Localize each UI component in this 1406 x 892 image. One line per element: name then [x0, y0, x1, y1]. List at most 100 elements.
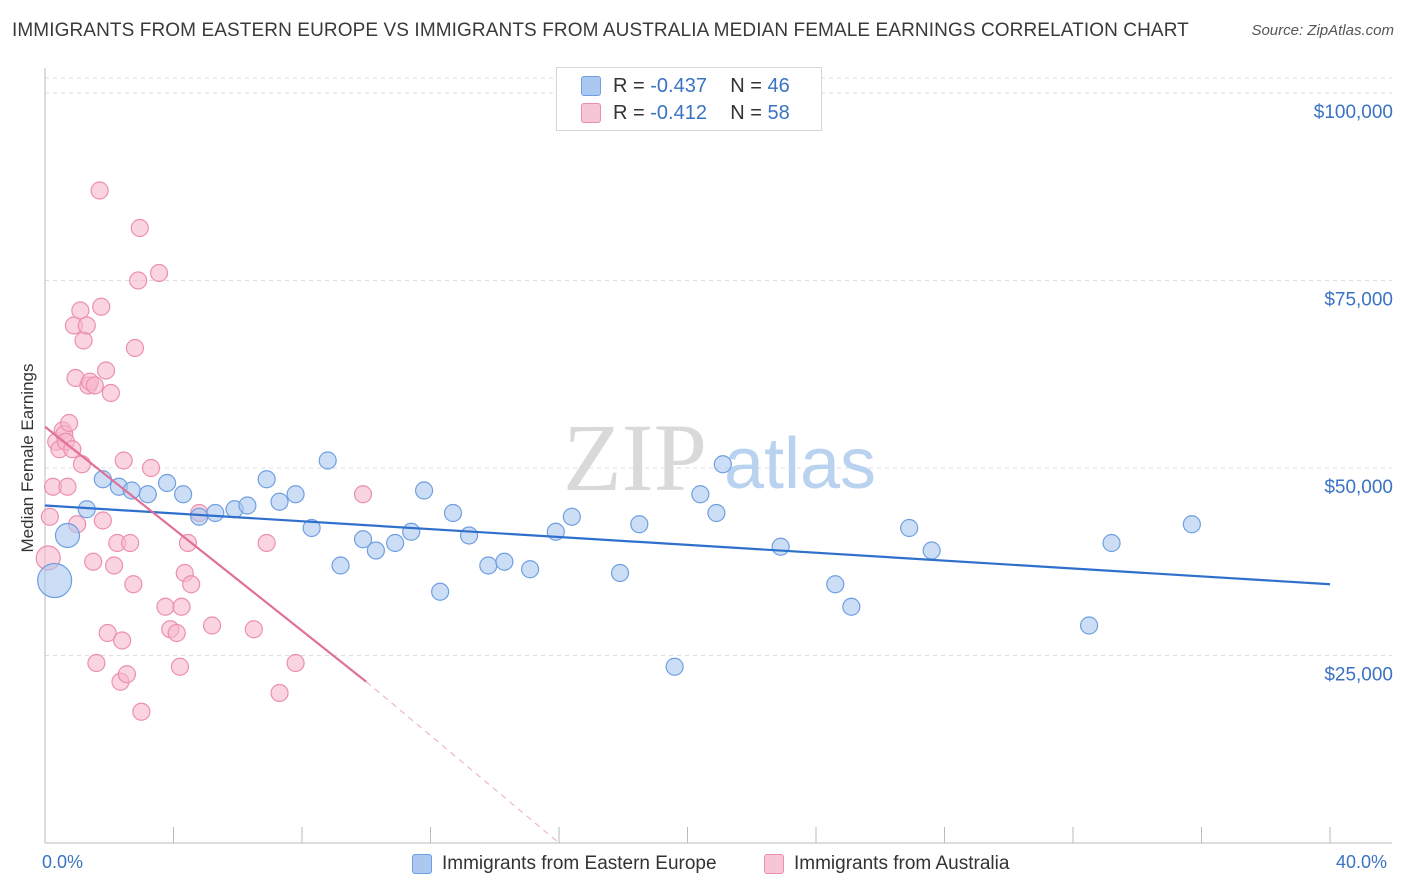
- n-value-eastern-europe: 46: [767, 74, 790, 97]
- eastern-europe-point: [353, 530, 373, 549]
- n-value-australia: 58: [767, 101, 790, 124]
- australia-point: [112, 631, 132, 650]
- australia-point: [270, 683, 289, 703]
- eastern-europe-point: [842, 597, 861, 616]
- eastern-europe-point: [174, 485, 193, 504]
- australia-point: [58, 477, 77, 496]
- australia-point: [202, 616, 222, 635]
- eastern-europe-point: [443, 503, 463, 523]
- eastern-europe-point: [826, 575, 845, 594]
- eastern-europe-point: [270, 492, 289, 511]
- eastern-europe-point: [286, 485, 305, 504]
- axes: [44, 68, 1392, 844]
- australia-point: [353, 485, 373, 504]
- australia-point: [87, 653, 106, 673]
- watermark-zip: ZIP: [563, 404, 707, 511]
- eastern-europe-point: [495, 552, 514, 571]
- australia-point: [117, 665, 137, 684]
- stats-legend: R = -0.437 N = 46 R = -0.412 N = 58: [556, 67, 822, 131]
- legend-row-australia: R = -0.412 N = 58: [581, 101, 790, 125]
- australia-point: [84, 552, 103, 571]
- australia-point: [92, 297, 111, 316]
- y-tick-label: $100,000: [1314, 102, 1393, 123]
- australia-point: [130, 218, 149, 238]
- eastern-europe-point: [1182, 515, 1201, 534]
- eastern-europe-point: [138, 485, 157, 504]
- eastern-europe-point: [402, 522, 421, 541]
- eastern-europe-point: [54, 522, 81, 549]
- trend-lines: [44, 425, 1331, 844]
- blue-swatch: [581, 76, 601, 96]
- eastern-europe-point: [318, 451, 337, 470]
- x-tick-min: 0.0%: [42, 852, 84, 872]
- australia-trend-line: [44, 425, 367, 683]
- eastern-europe-point: [431, 582, 450, 601]
- australia-point: [77, 316, 96, 335]
- eastern-europe-point: [302, 518, 321, 538]
- australia-point: [167, 623, 186, 643]
- legend-row-eastern-europe: R = -0.437 N = 46: [581, 74, 790, 98]
- australia-point: [98, 623, 117, 643]
- y-tick-label: $25,000: [1324, 665, 1393, 686]
- australia-point: [141, 458, 161, 478]
- australia-point: [129, 271, 148, 290]
- australia-point: [90, 181, 109, 200]
- eastern-europe-point: [386, 533, 405, 553]
- australia-point: [182, 575, 201, 594]
- australia-point: [170, 657, 190, 676]
- australia-point: [74, 331, 93, 350]
- watermark: ZIP atlas: [563, 404, 876, 511]
- australia-point: [96, 361, 116, 380]
- australia-point: [172, 597, 191, 616]
- australia-point: [286, 653, 305, 673]
- eastern-europe-point: [610, 563, 630, 583]
- legend-eastern-europe-label: Immigrants from Eastern Europe: [442, 853, 717, 874]
- eastern-europe-point: [257, 470, 276, 489]
- australia-point: [132, 702, 151, 721]
- legend-pink-swatch: [764, 854, 784, 874]
- eastern-europe-point: [691, 485, 710, 504]
- eastern-europe-point: [771, 537, 790, 556]
- gridlines: [45, 77, 1392, 656]
- australia-point: [149, 263, 169, 283]
- eastern-europe-point: [1102, 533, 1121, 553]
- watermark-atlas: atlas: [724, 424, 876, 504]
- australia-point: [114, 451, 133, 470]
- australia-point: [101, 383, 120, 403]
- eastern-europe-point: [1079, 616, 1099, 635]
- eastern-europe-point: [665, 657, 684, 676]
- australia-point: [121, 533, 140, 553]
- australia-points: [35, 181, 373, 721]
- eastern-europe-point: [157, 473, 177, 493]
- australia-trend-extension: [365, 681, 560, 844]
- source-label: Source: ZipAtlas.com: [1251, 22, 1394, 39]
- y-tick-labels: $25,000 $50,000 $75,000 $100,000: [1314, 102, 1393, 686]
- eastern-europe-point: [630, 515, 649, 534]
- australia-point: [104, 556, 124, 575]
- eastern-europe-point: [37, 562, 73, 599]
- eastern-europe-point: [459, 526, 479, 545]
- eastern-europe-point: [707, 503, 726, 523]
- australia-point: [178, 533, 198, 553]
- legend-eastern-europe: Immigrants from Eastern Europe: [412, 851, 717, 877]
- australia-point: [40, 507, 59, 526]
- legend-australia: Immigrants from Australia: [764, 851, 1009, 877]
- chart-title: IMMIGRANTS FROM EASTERN EUROPE VS IMMIGR…: [12, 20, 1189, 41]
- eastern-europe-point: [713, 455, 732, 474]
- australia-point: [125, 338, 145, 358]
- eastern-europe-point: [366, 541, 385, 560]
- r-value-eastern-europe: -0.437: [650, 74, 707, 97]
- eastern-europe-point: [238, 496, 257, 515]
- eastern-europe-points: [37, 451, 1201, 676]
- y-tick-label: $50,000: [1324, 477, 1393, 498]
- australia-point: [156, 597, 175, 616]
- y-tick-label: $75,000: [1324, 290, 1393, 311]
- australia-point: [124, 575, 143, 594]
- eastern-europe-point: [206, 503, 225, 523]
- australia-point: [93, 511, 112, 530]
- eastern-europe-trend-line: [44, 504, 1331, 586]
- eastern-europe-point: [479, 556, 498, 575]
- eastern-europe-point: [562, 507, 581, 526]
- x-tick-max: 40.0%: [1336, 852, 1388, 872]
